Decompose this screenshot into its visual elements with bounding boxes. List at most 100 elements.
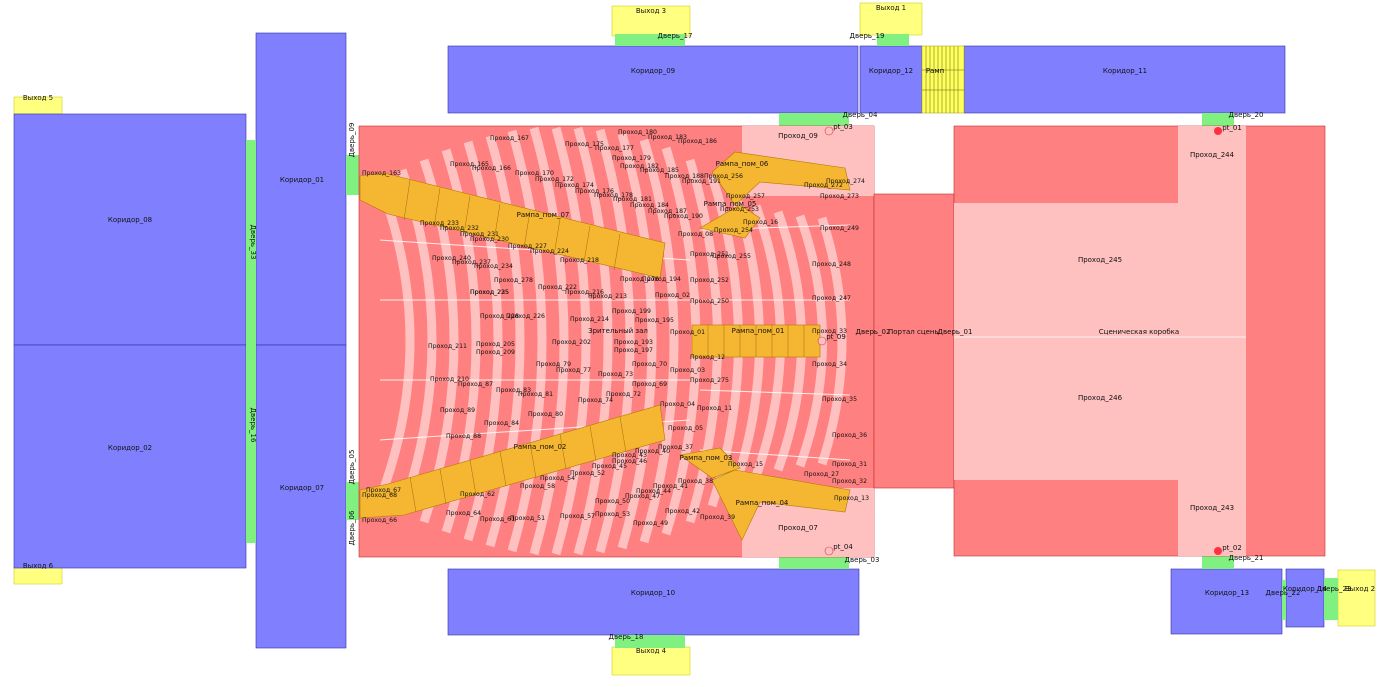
passage-244-label: Проход_244	[1190, 151, 1235, 159]
passage-179-label: Проход_179	[612, 155, 651, 162]
ramp-03-label: Рампа_пом_03	[680, 454, 733, 462]
ramp-05[interactable]	[699, 204, 761, 239]
pt-03-marker[interactable]	[824, 126, 834, 136]
pt-09-marker[interactable]	[817, 336, 827, 346]
passage-190-label: Проход_190	[664, 213, 703, 220]
passage-246[interactable]	[954, 337, 1246, 480]
exit-6-label: Выход 6	[23, 562, 54, 570]
exit-points	[817, 126, 1222, 556]
corridor-10[interactable]	[447, 568, 860, 636]
passage-237-label: Проход_237	[452, 259, 491, 266]
passage-213-label: Проход_213	[588, 293, 627, 300]
door-17[interactable]	[615, 34, 685, 46]
passage-34-label: Проход_34	[812, 361, 847, 368]
ramp-06-label: Рампа_пом_06	[716, 160, 769, 168]
stage-portal[interactable]	[873, 193, 955, 489]
passage-80-label: Проход_80	[528, 411, 563, 418]
pt-02-marker[interactable]	[1214, 547, 1222, 555]
passage-232-label: Проход_232	[440, 225, 479, 232]
passage-177-label: Проход_177	[595, 145, 634, 152]
passage-273-label: Проход_273	[820, 193, 859, 200]
ramp-05-label: Рампа_пом_05	[704, 200, 757, 208]
passage-240-label: Проход_240	[432, 255, 471, 262]
door-20[interactable]	[1202, 113, 1234, 126]
passage-233-label: Проход_233	[420, 220, 459, 227]
door-05[interactable]	[346, 482, 359, 520]
passage-68-label: Проход_68	[362, 492, 397, 499]
passage-45-label: Проход_45	[592, 463, 627, 470]
passage-185-label: Проход_185	[640, 167, 679, 174]
passage-64-label: Проход_64	[446, 510, 481, 517]
corridor-13[interactable]	[1170, 568, 1283, 635]
exit-2[interactable]	[1337, 569, 1376, 627]
passage-243[interactable]	[1178, 480, 1246, 556]
ramp-04-label: Рампа_пом_04	[736, 499, 789, 507]
passage-42-label: Проход_42	[665, 508, 700, 515]
door-21[interactable]	[1202, 556, 1234, 569]
door-04[interactable]	[779, 113, 849, 126]
exit-1-label: Выход 1	[876, 4, 906, 12]
passage-11-label: Проход_11	[697, 405, 732, 412]
passage-245-label: Проход_245	[1078, 256, 1122, 264]
passage-02-label: Проход_02	[655, 292, 690, 299]
door-33[interactable]	[246, 140, 256, 345]
corridor-14-label: Коридор_14	[1283, 585, 1328, 593]
corridor-01[interactable]	[255, 32, 347, 346]
door-16[interactable]	[246, 345, 256, 543]
stage-portal-label: Портал сцены	[888, 328, 940, 336]
passage-250-label: Проход_250	[690, 298, 729, 305]
passage-165-label: Проход_165	[450, 161, 489, 168]
passage-05-label: Проход_05	[668, 425, 703, 432]
exit-3[interactable]	[611, 5, 691, 37]
passage-27-label: Проход_27	[804, 471, 839, 478]
corridor-02[interactable]	[13, 344, 247, 569]
passage-88-label: Проход_88	[446, 433, 481, 440]
pt-03-label: pt_03	[833, 123, 853, 131]
door-21-label: Дверь_21	[1229, 554, 1264, 562]
ramp-06[interactable]	[711, 151, 851, 206]
door-22[interactable]	[1282, 580, 1286, 620]
exit-1[interactable]	[859, 2, 923, 36]
passage-235-label: Проход_235	[470, 289, 509, 296]
passage-209-label: Проход_209	[476, 349, 515, 356]
corridor-09[interactable]	[447, 45, 859, 114]
passage-184-label: Проход_184	[630, 202, 669, 209]
passage-278-label: Проход_278	[494, 277, 533, 284]
passage-276-label: Проход_276	[620, 276, 659, 283]
passage-222-label: Проход_222	[538, 284, 577, 291]
passage-46-label: Проход_46	[612, 458, 647, 465]
corridor-07[interactable]	[255, 344, 347, 649]
passage-174-label: Проход_174	[555, 182, 594, 189]
door-19[interactable]	[877, 34, 909, 46]
passage-37-label: Проход_37	[658, 444, 693, 451]
exit-4[interactable]	[611, 646, 691, 676]
passage-228-label: Проход_228	[480, 313, 519, 320]
ramp-stairs[interactable]	[921, 45, 965, 114]
passage-58-label: Проход_58	[520, 483, 555, 490]
door-04-label: Дверь_04	[843, 111, 878, 119]
corridor-12[interactable]	[859, 45, 923, 114]
passage-188-label: Проход_188	[665, 173, 704, 180]
ramp-02[interactable]	[359, 404, 666, 519]
door-03[interactable]	[779, 557, 849, 569]
ramp-04[interactable]	[711, 469, 851, 541]
door-18[interactable]	[615, 635, 685, 648]
passage-57-label: Проход_57	[560, 513, 595, 520]
door-09[interactable]	[346, 155, 359, 195]
pt-04-marker[interactable]	[824, 546, 834, 556]
pt-01-marker[interactable]	[1214, 127, 1222, 135]
corridor-14[interactable]	[1285, 568, 1325, 628]
passage-256-label: Проход_256	[704, 173, 743, 180]
ramp-07[interactable]	[359, 172, 666, 279]
pt-09-label: pt_09	[826, 333, 846, 341]
passage-81-label: Проход_81	[518, 391, 553, 398]
ramp-03[interactable]	[679, 447, 741, 479]
ramp-02-label: Рампа_пом_02	[514, 443, 567, 451]
passage-251-label: Проход_251	[690, 251, 729, 258]
corridor-08[interactable]	[13, 113, 247, 346]
door-23[interactable]	[1324, 578, 1338, 620]
corridor-11[interactable]	[963, 45, 1286, 114]
passage-245[interactable]	[954, 203, 1246, 337]
passage-244[interactable]	[1178, 126, 1246, 203]
passage-226-label: Проход_226	[506, 313, 545, 320]
